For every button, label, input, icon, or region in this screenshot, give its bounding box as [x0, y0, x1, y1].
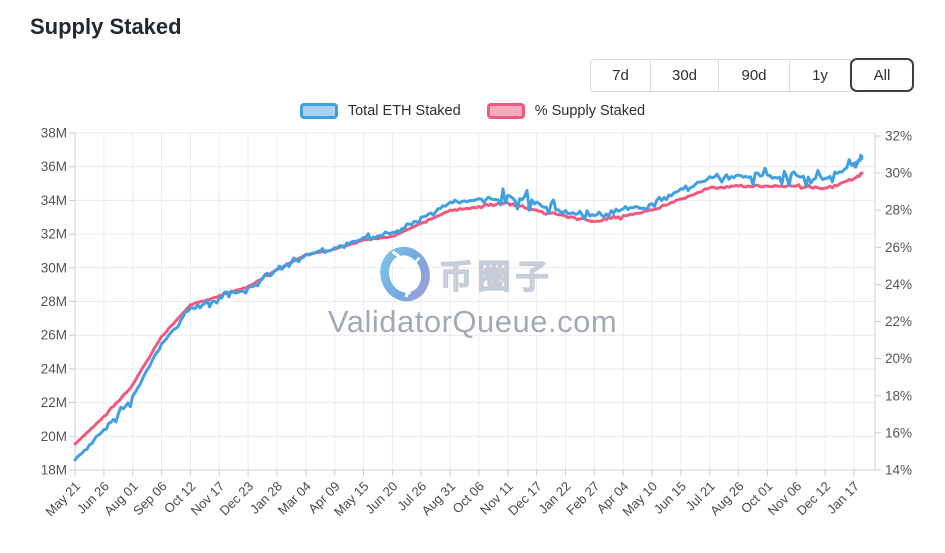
right-axis-tick-label: 26%	[885, 240, 912, 255]
right-axis-tick-label: 14%	[885, 463, 912, 478]
total-eth-staked-line	[73, 153, 864, 462]
series-lines	[73, 153, 864, 462]
time-range-selector: 7d 30d 90d 1y All	[590, 58, 914, 92]
time-range-button-90d[interactable]: 90d	[718, 58, 790, 92]
right-axis-tick-label: 22%	[885, 314, 912, 329]
page-title: Supply Staked	[30, 14, 182, 39]
right-axis-tick-label: 18%	[885, 388, 912, 403]
x-axis-tick-label: May 21	[42, 479, 83, 520]
x-axis-tick-label: Mar 04	[275, 479, 314, 518]
x-axis-tick-label: Jan 17	[824, 479, 862, 517]
-supply-staked-line	[73, 171, 864, 446]
left-axis-tick-label: 24M	[41, 361, 67, 376]
left-axis-tick-label: 34M	[41, 193, 67, 208]
time-range-button-all[interactable]: All	[850, 58, 914, 92]
right-axis-tick-label: 32%	[885, 129, 912, 144]
right-axis-tick-label: 16%	[885, 425, 912, 440]
left-axis-tick-label: 22M	[41, 395, 67, 410]
x-axis-tick-label: Feb 27	[563, 479, 602, 518]
left-axis-tick-label: 32M	[41, 227, 67, 242]
left-axis-tick-label: 38M	[41, 126, 67, 141]
left-axis-tick-label: 36M	[41, 159, 67, 174]
x-axis-tick-label: Jun 20	[362, 479, 400, 517]
left-axis-tick-label: 26M	[41, 328, 67, 343]
time-range-button-7d[interactable]: 7d	[590, 58, 651, 92]
left-axis-tick-label: 18M	[41, 463, 67, 478]
left-axis-tick-label: 28M	[41, 294, 67, 309]
right-axis-tick-label: 20%	[885, 351, 912, 366]
axis-lines	[69, 132, 881, 476]
right-axis-tick-label: 24%	[885, 277, 912, 292]
right-axis-tick-label: 28%	[885, 203, 912, 218]
right-axis-tick-label: 30%	[885, 166, 912, 181]
x-axis-tick-label: Jun 15	[651, 479, 689, 517]
left-axis-tick-label: 30M	[41, 260, 67, 275]
left-axis-tick-label: 20M	[41, 429, 67, 444]
